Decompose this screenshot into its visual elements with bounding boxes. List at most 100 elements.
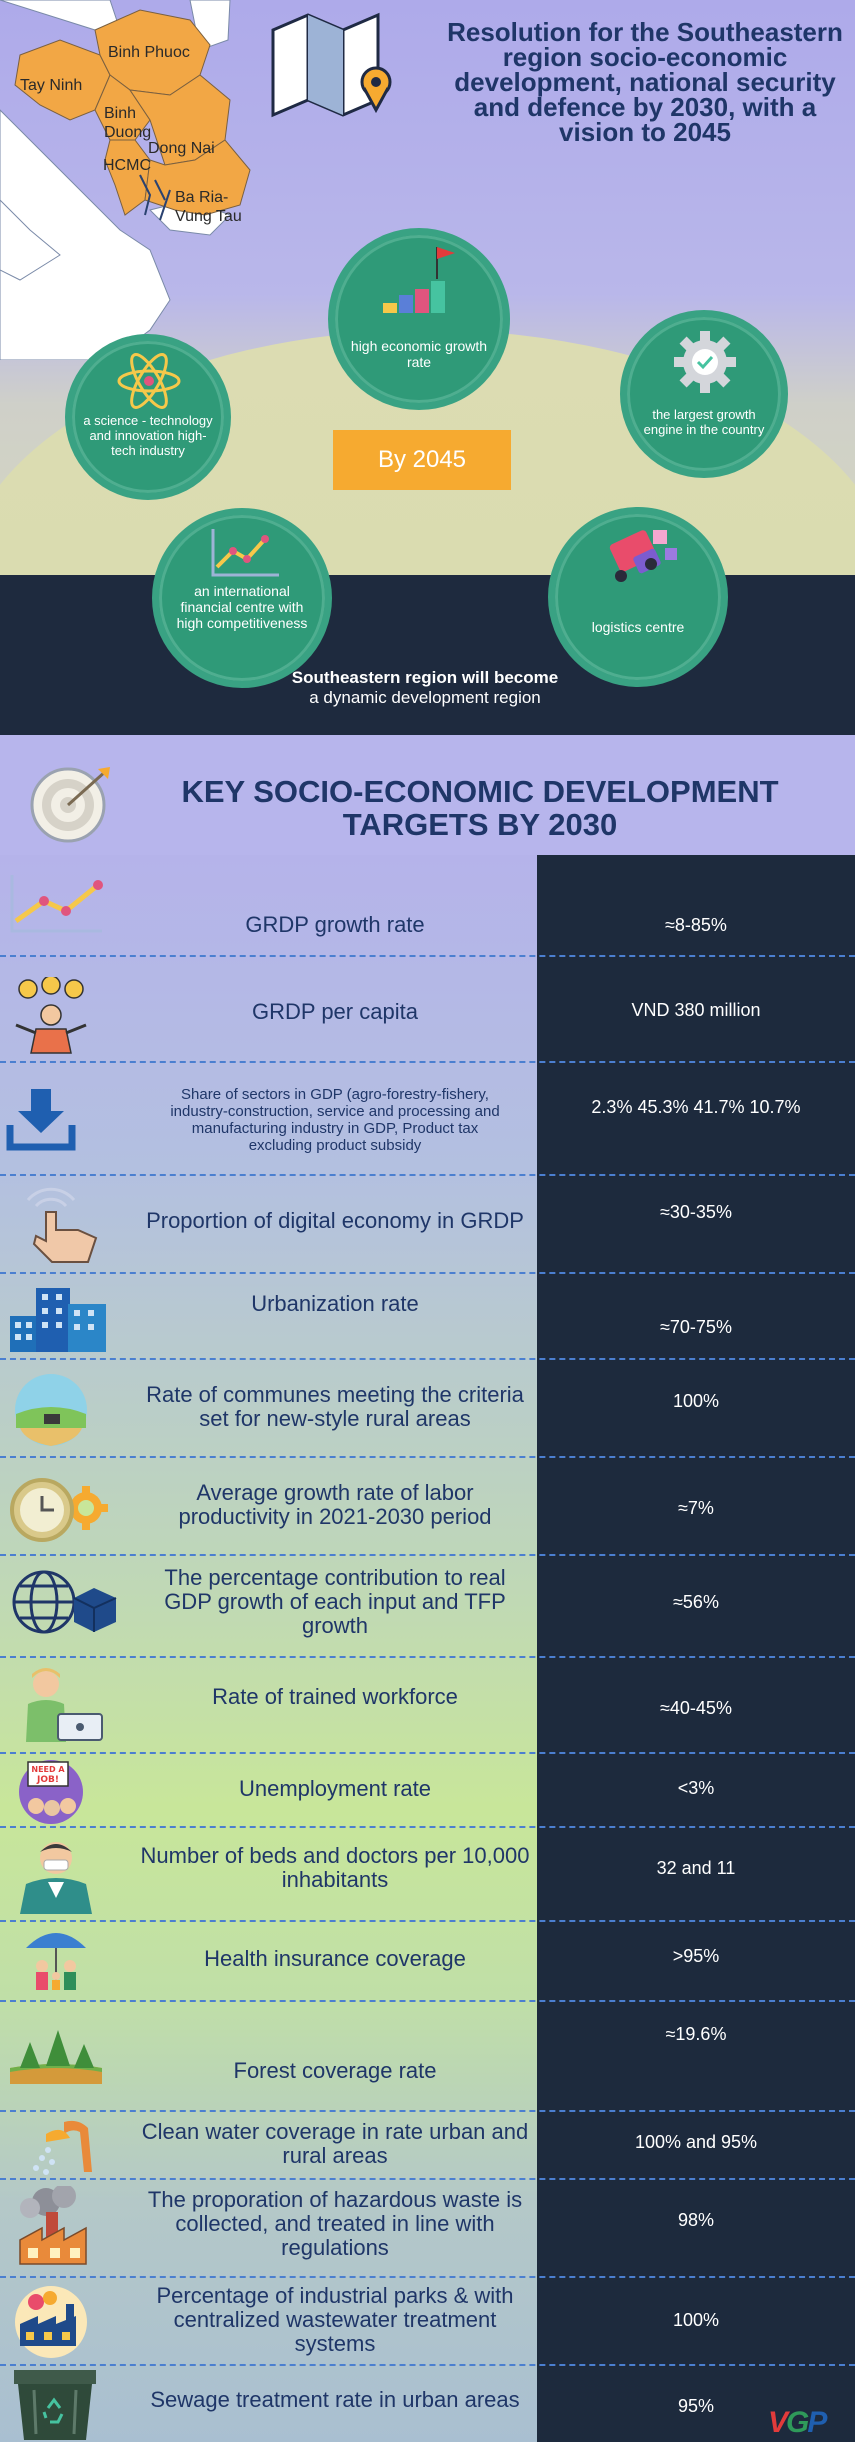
target-value: 32 and 11 — [656, 1858, 736, 1878]
target-value: 100% — [672, 2310, 720, 2330]
target-value: 98% — [677, 2210, 715, 2230]
row-divider — [0, 1826, 855, 1828]
svg-text:JOB!: JOB! — [36, 1775, 59, 1785]
row-divider — [0, 955, 855, 957]
target-label: Clean water coverage in rate urban and r… — [141, 2119, 529, 2168]
target-row: Average growth rate of labor productivit… — [0, 1458, 855, 1556]
target-row: Urbanization rate ≈70-75% — [0, 1274, 855, 1360]
row-divider — [0, 1358, 855, 1360]
target-label: Proportion of digital economy in GRDP — [146, 1208, 524, 1233]
target-label: Rate of communes meeting the criteria se… — [146, 1382, 524, 1431]
circle-financial-centre: an international financial centre with h… — [152, 508, 332, 688]
target-label: Unemployment rate — [239, 1776, 431, 1801]
circle-growth-engine: the largest growth engine in the country — [620, 310, 788, 478]
target-label: GRDP growth rate — [245, 912, 425, 937]
row-divider — [0, 1656, 855, 1658]
industrial-park-icon — [15, 2286, 87, 2358]
target-dart-icon — [30, 767, 110, 843]
by-2045-badge: By 2045 — [333, 430, 511, 490]
target-label: Forest coverage rate — [233, 2058, 437, 2083]
circle-science-technology-text: a science - technology and innovation hi… — [83, 413, 213, 458]
target-value: ≈30-35% — [660, 1202, 732, 1222]
hero-section: Binh Phuoc Tay Ninh Binh Duong Dong Nai … — [0, 0, 855, 735]
target-label: The percentage contribution to real GDP … — [164, 1565, 506, 1638]
download-icon — [6, 1089, 76, 1151]
target-label: Sewage treatment rate in urban areas — [150, 2387, 520, 2412]
target-value: ≈40-45% — [660, 1698, 732, 1718]
doctor-icon — [20, 1842, 92, 1914]
target-value: 95% — [677, 2396, 715, 2416]
key-targets-title: KEY SOCIO-ECONOMIC DEVELOPMENT TARGETS B… — [181, 774, 779, 842]
hero-footer-rest: a dynamic development region — [309, 688, 541, 707]
target-value: 100% and 95% — [634, 2132, 758, 2152]
row-divider — [0, 1272, 855, 1274]
values-panel — [537, 855, 855, 2442]
row-divider — [0, 2178, 855, 2180]
southeast-region-map — [0, 0, 251, 360]
circle-growth-engine-text: the largest growth engine in the country — [643, 407, 765, 437]
svg-text:NEED A: NEED A — [31, 1765, 65, 1774]
target-value: ≈8-85% — [665, 915, 727, 935]
circle-logistics-centre: logistics centre — [548, 507, 728, 687]
target-value: ≈19.6% — [665, 2024, 727, 2044]
row-divider — [0, 1061, 855, 1063]
target-row: Forest coverage rate ≈19.6% — [0, 2002, 855, 2112]
circle-financial-centre-text: an international financial centre with h… — [176, 583, 308, 631]
target-value: <3% — [677, 1778, 715, 1798]
map-label-binh-phuoc: Binh Phuoc — [108, 44, 190, 61]
target-value: 2.3% 45.3% 41.7% 10.7% — [591, 1097, 801, 1117]
target-row: Percentage of industrial parks & with ce… — [0, 2278, 855, 2366]
water-tap-icon — [33, 2120, 92, 2175]
target-value: ≈70-75% — [660, 1317, 732, 1337]
row-divider — [0, 1752, 855, 1754]
line-chart-icon — [211, 529, 279, 577]
target-row: Clean water coverage in rate urban and r… — [0, 2112, 855, 2180]
target-value: 100% — [672, 1391, 720, 1411]
target-value: ≈7% — [678, 1498, 714, 1518]
target-row: The percentage contribution to real GDP … — [0, 1556, 855, 1658]
touch-hand-icon — [26, 1187, 98, 1263]
target-row: GRDP growth rate ≈8-85% — [0, 855, 855, 957]
target-row: Number of beds and doctors per 10,000 in… — [0, 1828, 855, 1922]
buildings-icon — [10, 1288, 106, 1352]
row-divider — [0, 2110, 855, 2112]
row-divider — [0, 1554, 855, 1556]
target-row: GRDP per capita VND 380 million — [0, 957, 855, 1063]
map-label-hcmc: HCMC — [103, 157, 151, 174]
line-chart-icon — [10, 875, 103, 933]
target-row: The proporation of hazardous waste is co… — [0, 2180, 855, 2278]
need-job-icon: NEED A JOB! — [19, 1760, 83, 1824]
target-row-last: Sewage treatment rate in urban areas 95% — [0, 2366, 855, 2442]
target-row: Rate of communes meeting the criteria se… — [0, 1360, 855, 1458]
row-divider — [0, 2276, 855, 2278]
hero-title: Resolution for the Southeastern region s… — [447, 17, 843, 147]
target-label: Urbanization rate — [251, 1291, 419, 1316]
map-label-tay-ninh: Tay Ninh — [20, 77, 83, 94]
atom-icon — [117, 353, 181, 409]
folded-map-pin-icon — [271, 12, 392, 118]
row-divider — [0, 1920, 855, 1922]
target-row: Share of sectors in GDP (agro-forestry-f… — [0, 1063, 855, 1176]
target-label: The proporation of hazardous waste is co… — [147, 2187, 523, 2260]
target-label: Average growth rate of labor productivit… — [178, 1480, 492, 1529]
globe-box-icon — [12, 1570, 117, 1634]
target-value: VND 380 million — [631, 1000, 761, 1020]
target-row: Health insurance coverage >95% — [0, 1922, 855, 2002]
target-value: ≈56% — [673, 1592, 719, 1612]
worker-laptop-icon — [26, 1668, 103, 1742]
target-label: GRDP per capita — [252, 999, 418, 1024]
circle-logistics-centre-text: logistics centre — [591, 619, 685, 635]
rural-icon — [15, 1374, 87, 1446]
recycle-bin-icon — [14, 2370, 96, 2440]
target-row: Rate of trained workforce ≈40-45% — [0, 1658, 855, 1754]
map-label-dong-nai: Dong Nai — [148, 140, 215, 157]
target-label: Rate of trained workforce — [212, 1684, 458, 1709]
target-value: >95% — [672, 1946, 720, 1966]
clock-gear-icon — [10, 1478, 108, 1542]
target-label: Health insurance coverage — [204, 1946, 466, 1971]
row-divider — [0, 2364, 855, 2366]
target-label: Number of beds and doctors per 10,000 in… — [140, 1843, 530, 1892]
circle-economic-growth: high economic growth rate — [328, 228, 510, 410]
target-label: Share of sectors in GDP (agro-forestry-f… — [170, 1086, 500, 1154]
target-row: NEED A JOB! Unemployment rate <3% — [0, 1754, 855, 1828]
